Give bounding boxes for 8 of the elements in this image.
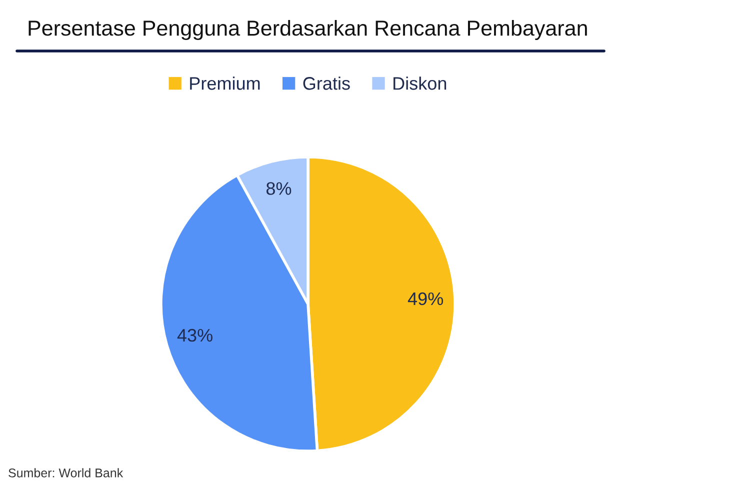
text: Sumber: World Bank: [8, 468, 124, 478]
data-label: 8%: [266, 182, 292, 195]
data-label: 49%: [408, 292, 444, 306]
data-label: 43%: [177, 328, 212, 342]
legend-label: Diskon: [394, 76, 446, 90]
legend-label: Gratis: [303, 76, 350, 90]
legend-label: Premium: [190, 76, 260, 90]
chart-title: Persentase Pengguna Berdasarkan Rencana Pembayaran: [28, 20, 587, 40]
